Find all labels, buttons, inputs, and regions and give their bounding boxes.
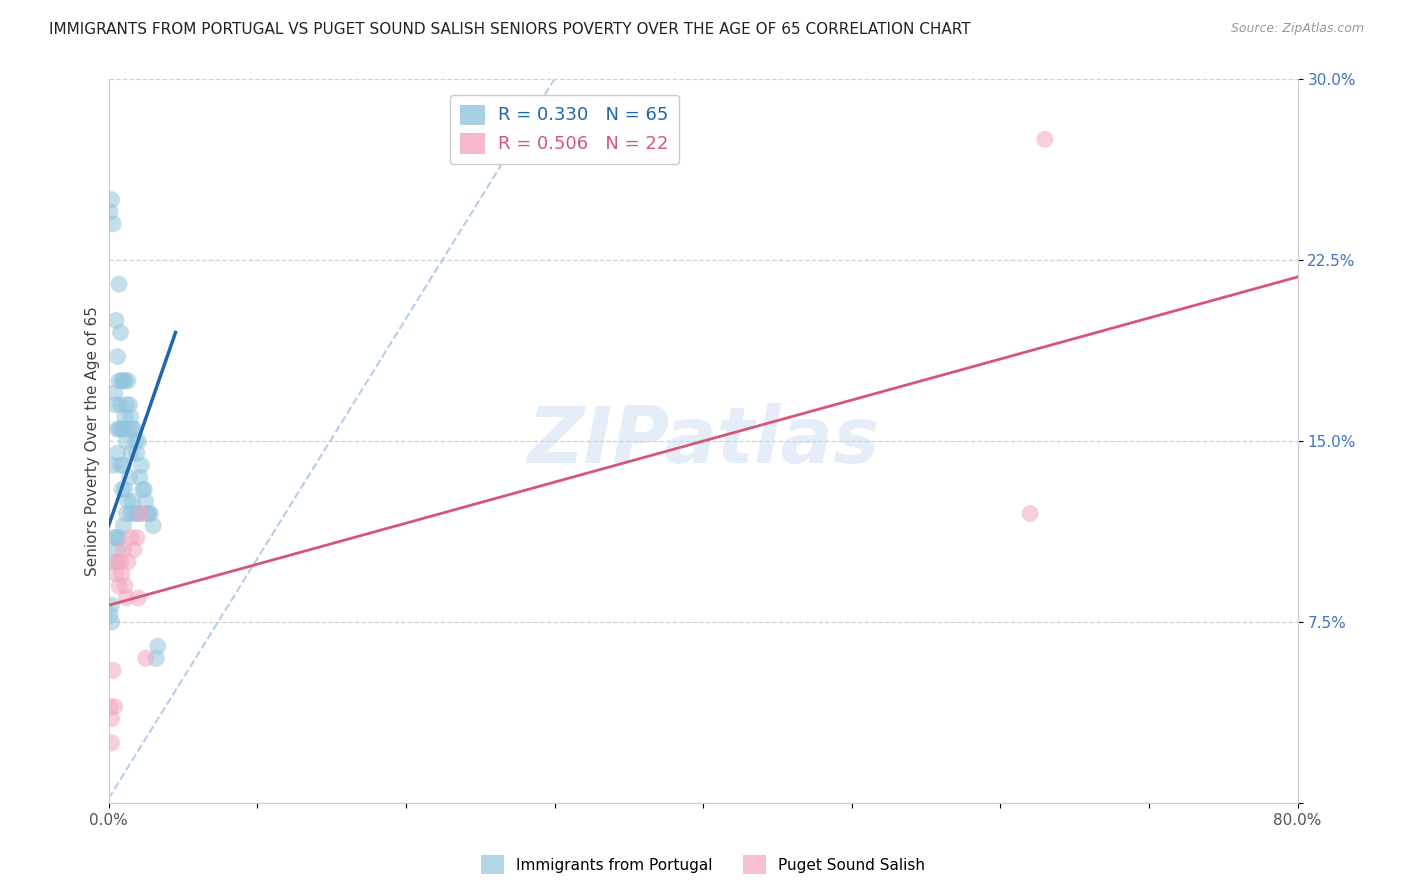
Point — [122, 542, 145, 557]
Point — [100, 615, 122, 629]
Point — [101, 555, 124, 569]
Point — [107, 446, 129, 460]
Point — [121, 422, 143, 436]
Point — [107, 350, 129, 364]
Point — [105, 566, 128, 581]
Point — [118, 398, 141, 412]
Point — [105, 531, 128, 545]
Point — [132, 483, 155, 497]
Text: IMMIGRANTS FROM PORTUGAL VS PUGET SOUND SALISH SENIORS POVERTY OVER THE AGE OF 6: IMMIGRANTS FROM PORTUGAL VS PUGET SOUND … — [49, 22, 970, 37]
Point — [122, 422, 145, 436]
Point — [98, 699, 121, 714]
Point — [122, 507, 145, 521]
Point — [120, 531, 142, 545]
Point — [125, 446, 148, 460]
Point — [1019, 507, 1042, 521]
Point — [100, 736, 122, 750]
Point — [134, 483, 156, 497]
Point — [110, 398, 132, 412]
Point — [110, 326, 132, 340]
Point — [115, 591, 138, 605]
Point — [98, 204, 121, 219]
Point — [111, 483, 134, 497]
Point — [120, 409, 142, 424]
Point — [98, 607, 121, 622]
Point — [145, 651, 167, 665]
Y-axis label: Seniors Poverty Over the Age of 65: Seniors Poverty Over the Age of 65 — [86, 306, 100, 576]
Point — [115, 434, 138, 449]
Point — [110, 555, 132, 569]
Point — [105, 313, 128, 327]
Point — [101, 458, 124, 473]
Point — [108, 277, 131, 292]
Point — [118, 470, 141, 484]
Point — [142, 518, 165, 533]
Point — [112, 542, 135, 557]
Point — [108, 579, 131, 593]
Point — [139, 507, 162, 521]
Point — [146, 640, 169, 654]
Point — [103, 531, 125, 545]
Point — [114, 483, 136, 497]
Point — [125, 531, 148, 545]
Point — [107, 542, 129, 557]
Point — [110, 458, 132, 473]
Point — [135, 651, 157, 665]
Point — [101, 664, 124, 678]
Point — [125, 507, 148, 521]
Point — [124, 434, 146, 449]
Point — [108, 374, 131, 388]
Point — [127, 507, 149, 521]
Text: ZIPatlas: ZIPatlas — [527, 403, 879, 479]
Point — [117, 422, 139, 436]
Point — [127, 434, 149, 449]
Point — [111, 422, 134, 436]
Point — [117, 494, 139, 508]
Point — [120, 507, 142, 521]
Point — [107, 422, 129, 436]
Point — [128, 470, 150, 484]
Point — [138, 507, 160, 521]
Point — [136, 507, 159, 521]
Point — [121, 494, 143, 508]
Point — [112, 422, 135, 436]
Point — [114, 579, 136, 593]
Point — [108, 422, 131, 436]
Text: Source: ZipAtlas.com: Source: ZipAtlas.com — [1230, 22, 1364, 36]
Point — [105, 398, 128, 412]
Point — [114, 374, 136, 388]
Point — [111, 566, 134, 581]
Point — [100, 193, 122, 207]
Point — [120, 446, 142, 460]
Point — [114, 409, 136, 424]
Point — [112, 374, 135, 388]
Point — [127, 591, 149, 605]
Point — [117, 555, 139, 569]
Point — [100, 599, 122, 613]
Point — [107, 555, 129, 569]
Point — [111, 374, 134, 388]
Point — [131, 507, 153, 521]
Point — [117, 374, 139, 388]
Point — [1033, 132, 1056, 146]
Legend: R = 0.330   N = 65, R = 0.506   N = 22: R = 0.330 N = 65, R = 0.506 N = 22 — [450, 95, 679, 163]
Point — [103, 699, 125, 714]
Point — [131, 458, 153, 473]
Point — [108, 531, 131, 545]
Point — [112, 518, 135, 533]
Point — [115, 507, 138, 521]
Legend: Immigrants from Portugal, Puget Sound Salish: Immigrants from Portugal, Puget Sound Sa… — [475, 849, 931, 880]
Point — [100, 712, 122, 726]
Point — [103, 385, 125, 400]
Point — [101, 217, 124, 231]
Point — [135, 494, 157, 508]
Point — [115, 398, 138, 412]
Point — [112, 458, 135, 473]
